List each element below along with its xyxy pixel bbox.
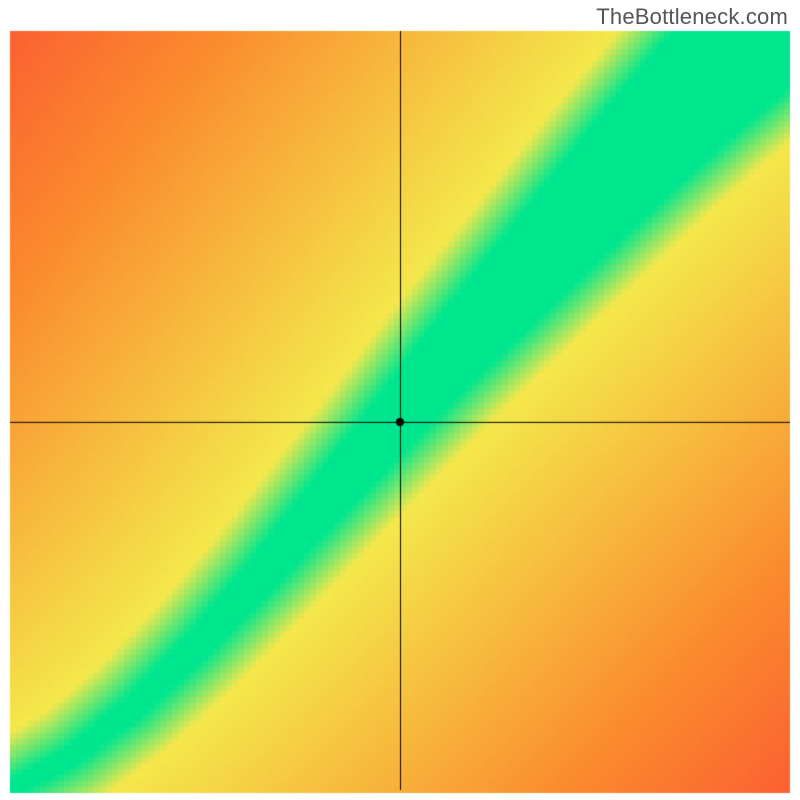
chart-container: TheBottleneck.com bbox=[0, 0, 800, 800]
watermark-text: TheBottleneck.com bbox=[596, 4, 788, 30]
bottleneck-heatmap-canvas bbox=[0, 0, 800, 800]
